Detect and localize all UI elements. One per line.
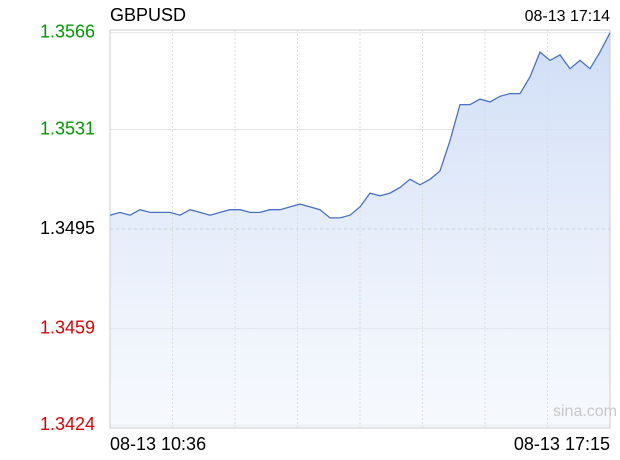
y-tick-label: 1.3459 <box>40 317 95 337</box>
x-tick-label: 08-13 10:36 <box>110 434 206 454</box>
chart-title: GBPUSD <box>110 5 186 25</box>
timestamp: 08-13 17:14 <box>525 8 611 25</box>
price-line <box>109 32 611 219</box>
x-tick-label: 08-13 17:15 <box>514 434 610 454</box>
y-tick-label: 1.3424 <box>40 414 95 434</box>
watermark: sina.com <box>553 403 617 420</box>
y-tick-label: 1.3566 <box>40 22 95 42</box>
y-tick-label: 1.3531 <box>40 118 95 138</box>
y-tick-label: 1.3495 <box>40 218 95 238</box>
